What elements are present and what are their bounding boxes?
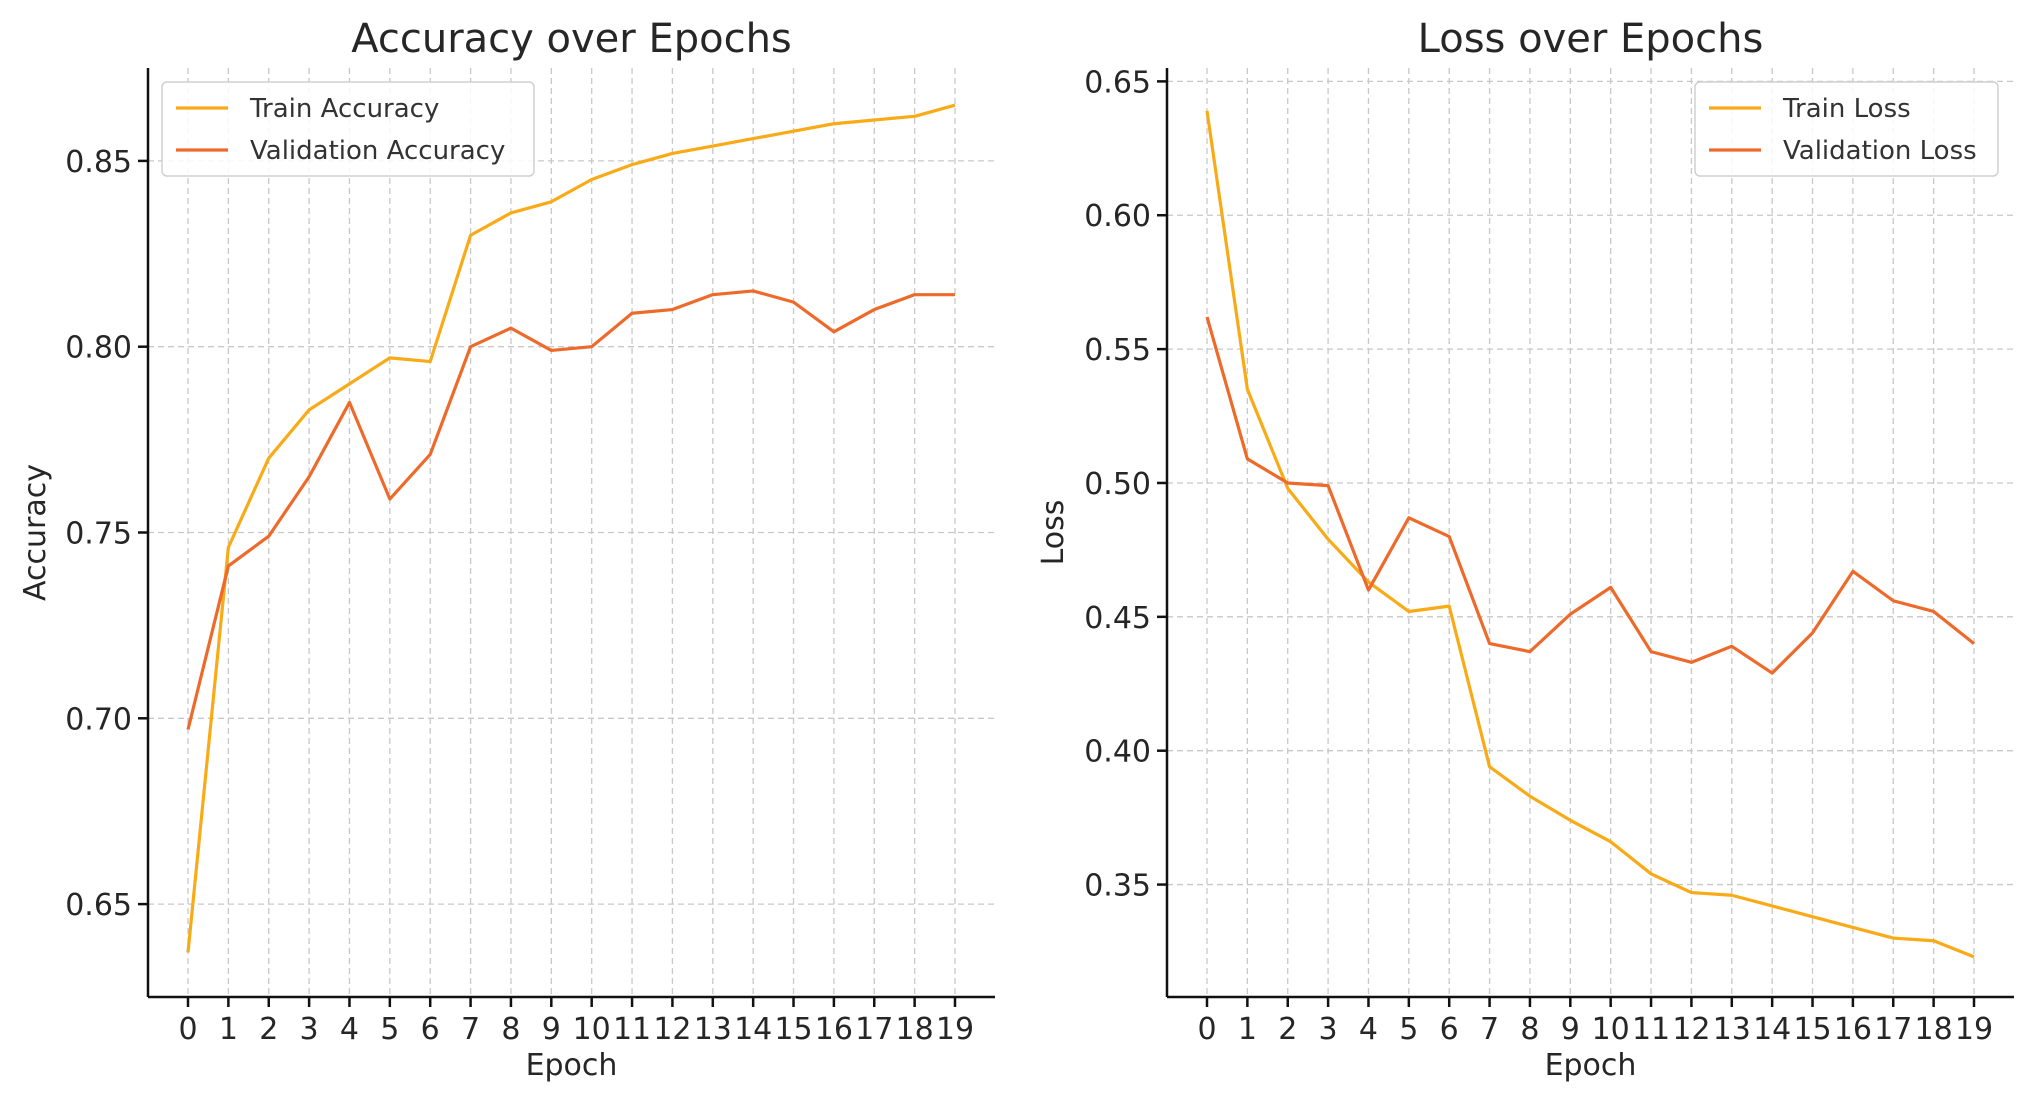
x-tick-label: 4 xyxy=(340,1012,359,1047)
chart-1: 0 1 2 3 4 5 6 7 8 9 10 11 12 13 14 15 16 17 18 190.650.700.… xyxy=(18,16,995,1083)
x-tick-label: 12 xyxy=(1672,1012,1710,1047)
chart-title: Accuracy over Epochs xyxy=(351,16,792,62)
legend-label: Train Loss xyxy=(1782,94,1911,124)
x-tick-label: 19 xyxy=(1955,1012,1993,1047)
y-tick-label: 0.40 xyxy=(1084,735,1151,770)
x-tick-label: 13 xyxy=(694,1012,732,1047)
x-tick-label: 18 xyxy=(1915,1012,1953,1047)
legend: Train Accuracy Validation Accuracy xyxy=(161,81,535,177)
x-tick-label: 11 xyxy=(613,1012,651,1047)
legend-box xyxy=(161,81,535,177)
x-tick-label: 1 xyxy=(1238,1012,1257,1047)
x-tick-label: 6 xyxy=(1440,1012,1459,1047)
x-tick-label: 17 xyxy=(855,1012,893,1047)
legend: Train Loss Validation Loss xyxy=(1694,81,1999,177)
x-tick-label: 10 xyxy=(1592,1012,1630,1047)
y-tick-label: 0.65 xyxy=(65,888,132,923)
x-tick-label: 1 xyxy=(219,1012,238,1047)
y-tick-label: 0.70 xyxy=(65,702,132,737)
x-tick-label: 5 xyxy=(1399,1012,1418,1047)
x-tick-label: 2 xyxy=(1278,1012,1297,1047)
x-axis-label: Epoch xyxy=(526,1048,618,1083)
chart-title: Loss over Epochs xyxy=(1418,16,1764,62)
x-tick-label: 16 xyxy=(815,1012,853,1047)
x-tick-label: 6 xyxy=(421,1012,440,1047)
x-tick-label: 13 xyxy=(1713,1012,1751,1047)
y-tick-label: 0.55 xyxy=(1084,333,1151,368)
x-tick-label: 0 xyxy=(178,1012,197,1047)
x-tick-label: 8 xyxy=(501,1012,520,1047)
x-tick-label: 16 xyxy=(1834,1012,1872,1047)
series-line-validation-accuracy xyxy=(186,289,955,730)
x-tick-label: 19 xyxy=(936,1012,974,1047)
x-tick-label: 18 xyxy=(896,1012,934,1047)
x-tick-label: 11 xyxy=(1632,1012,1670,1047)
y-tick-label: 0.85 xyxy=(65,145,132,180)
x-tick-label: 12 xyxy=(653,1012,691,1047)
x-tick-label: 9 xyxy=(1561,1012,1580,1047)
y-axis-label: Accuracy xyxy=(18,464,53,601)
legend-box xyxy=(1694,81,1999,177)
x-tick-label: 15 xyxy=(1793,1012,1831,1047)
y-tick-label: 0.80 xyxy=(65,331,132,366)
series-line-validation-loss xyxy=(1205,316,1975,675)
series-line-train-loss xyxy=(1205,110,1975,959)
chart-2: 0 1 2 3 4 5 6 7 8 9 10 11 12 13 14 15 16 17 18 190.350.400.… xyxy=(1036,16,2014,1083)
y-tick-label: 0.65 xyxy=(1084,65,1151,100)
x-tick-label: 0 xyxy=(1197,1012,1216,1047)
y-tick-label: 0.50 xyxy=(1084,467,1151,502)
x-tick-label: 2 xyxy=(259,1012,278,1047)
x-tick-label: 8 xyxy=(1520,1012,1539,1047)
series-line-train-accuracy xyxy=(186,103,956,953)
x-tick-label: 7 xyxy=(1480,1012,1499,1047)
x-tick-label: 9 xyxy=(542,1012,561,1047)
x-tick-label: 3 xyxy=(1319,1012,1338,1047)
y-tick-label: 0.60 xyxy=(1084,199,1151,234)
x-tick-label: 14 xyxy=(1753,1012,1791,1047)
x-tick-label: 5 xyxy=(380,1012,399,1047)
legend-label: Validation Accuracy xyxy=(250,136,505,166)
y-tick-label: 0.75 xyxy=(65,517,132,552)
legend-label: Train Accuracy xyxy=(249,94,439,124)
x-axis-label: Epoch xyxy=(1545,1048,1637,1083)
legend-label: Validation Loss xyxy=(1783,136,1977,166)
x-tick-label: 14 xyxy=(734,1012,772,1047)
y-tick-label: 0.35 xyxy=(1084,869,1151,904)
x-tick-label: 3 xyxy=(300,1012,319,1047)
y-axis-label: Loss xyxy=(1036,500,1071,566)
x-tick-label: 10 xyxy=(573,1012,611,1047)
x-tick-label: 7 xyxy=(461,1012,480,1047)
y-tick-label: 0.45 xyxy=(1084,601,1151,636)
x-tick-label: 17 xyxy=(1874,1012,1912,1047)
x-tick-label: 4 xyxy=(1359,1012,1378,1047)
x-tick-label: 15 xyxy=(774,1012,812,1047)
